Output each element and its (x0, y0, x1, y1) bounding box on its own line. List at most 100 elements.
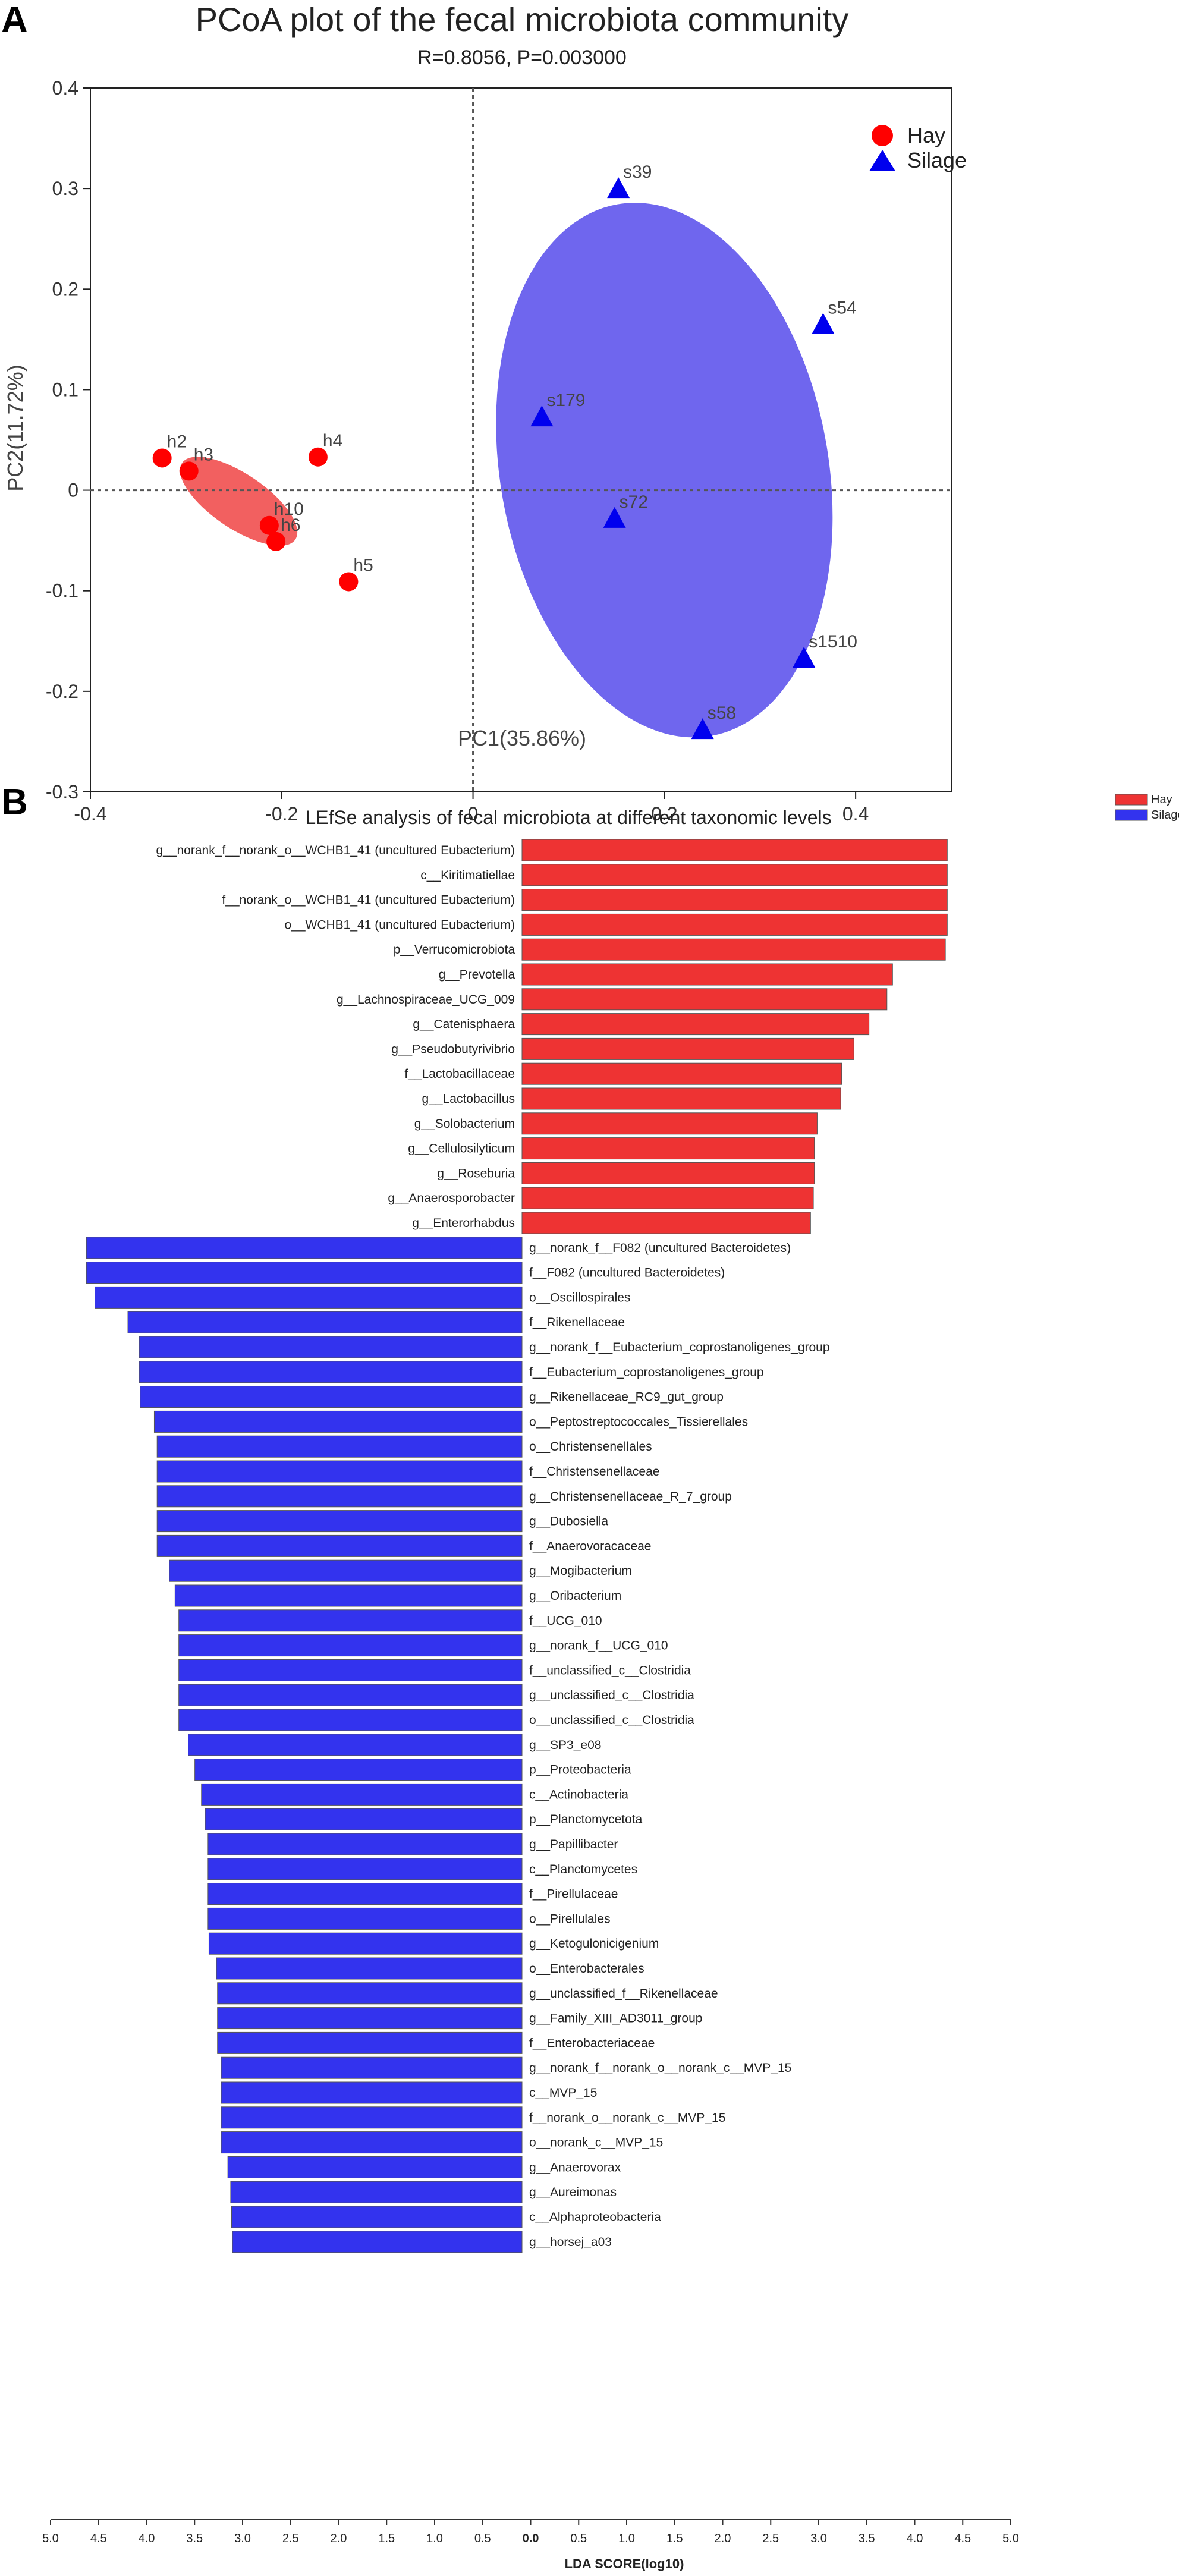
lefse-label-hay: g__Prevotella (439, 968, 515, 982)
lefse-label-hay: f__norank_o__WCHB1_41 (uncultured Eubact… (222, 894, 515, 907)
lefse-label-silage: c__MVP_15 (529, 2086, 597, 2100)
lefse-bar-silage (231, 2206, 523, 2228)
lefse-bar-silage (178, 1709, 523, 1731)
pcoa-x-tick-label: -0.2 (265, 803, 298, 825)
lefse-label-silage: o__norank_c__MVP_15 (529, 2136, 663, 2150)
lefse-bar-silage (205, 1808, 523, 1830)
lefse-label-silage: g__Aureimonas (529, 2185, 617, 2199)
lefse-bar-silage (221, 2081, 523, 2104)
lefse-label-silage: f__Anaerovoracaceae (529, 1539, 651, 1553)
lefse-label-silage: p__Planctomycetota (529, 1813, 643, 1826)
lefse-bar-silage (217, 2007, 523, 2030)
pcoa-point-label-h6: h6 (281, 515, 300, 535)
lefse-bar-silage (217, 2031, 523, 2054)
lefse-label-silage: g__Dubosiella (529, 1515, 608, 1528)
lefse-x-tick-label: 5.0 (42, 2532, 59, 2545)
lefse-bar-hay (521, 1087, 841, 1110)
lefse-label-silage: p__Proteobacteria (529, 1763, 631, 1777)
lefse-bar-silage (140, 1386, 523, 1408)
pcoa-legend: Hay Silage (869, 123, 967, 172)
lefse-x-tick-label: 2.0 (331, 2532, 347, 2545)
pcoa-y-tick-label: -0.2 (46, 681, 78, 702)
lefse-bar-silage (178, 1634, 523, 1657)
pcoa-x-tick-label: 0.4 (842, 803, 869, 825)
pcoa-x-tick-label: 0 (468, 803, 479, 825)
lefse-bar-silage (207, 1858, 523, 1880)
lefse-label-silage: f__F082 (uncultured Bacteroidetes) (529, 1266, 725, 1280)
lefse-bar-hay (521, 1187, 814, 1209)
lefse-bar-silage (207, 1907, 523, 1930)
lefse-label-silage: g__norank_f__norank_o__norank_c__MVP_15 (529, 2061, 791, 2075)
pcoa-point-label-s54: s54 (828, 298, 856, 317)
lefse-label-silage: f__Eubacterium_coprostanoligenes_group (529, 1366, 764, 1379)
pcoa-y-tick-label: 0.3 (52, 178, 78, 199)
lefse-bar-hay (521, 938, 946, 961)
lefse-label-silage: o__Peptostreptococcales_Tissierellales (529, 1415, 748, 1429)
lefse-label-silage: o__Enterobacterales (529, 1962, 644, 1976)
lefse-x-tick-label: 4.0 (907, 2532, 923, 2545)
pcoa-x-tick-label: -0.4 (74, 803, 106, 825)
lefse-bar-silage (153, 1410, 523, 1433)
lefse-label-silage: g__norank_f__F082 (uncultured Bacteroide… (529, 1241, 791, 1255)
lefse-label-hay: g__Solobacterium (414, 1117, 515, 1131)
lefse-bar-silage (194, 1759, 523, 1781)
lefse-x-tick-label: 1.0 (426, 2532, 443, 2545)
lefse-x-tick-label: 0.0 (523, 2532, 539, 2545)
pcoa-point-label-h4: h4 (323, 431, 342, 451)
pcoa-y-tick-label: -0.3 (46, 781, 78, 803)
lefse-label-silage: o__unclassified_c__Clostridia (529, 1713, 694, 1727)
lefse-label-silage: g__Oribacterium (529, 1589, 621, 1603)
pcoa-point-s39 (607, 177, 630, 199)
lefse-label-hay: g__Enterorhabdus (412, 1216, 515, 1230)
lefse-bar-silage (178, 1609, 523, 1632)
lefse-label-hay: o__WCHB1_41 (uncultured Eubacterium) (284, 918, 515, 932)
lefse-bar-hay (521, 1212, 811, 1234)
lefse-bar-silage (156, 1485, 523, 1508)
lefse-x-tick-label: 0.5 (570, 2532, 587, 2545)
lefse-label-hay: g__Catenisphaera (413, 1018, 515, 1031)
lefse-title: LEfSe analysis of fecal microbiota at di… (305, 807, 831, 828)
lefse-x-tick-label: 1.5 (378, 2532, 395, 2545)
pcoa-y-tick-label: 0.4 (52, 77, 78, 99)
lefse-bar-hay (521, 864, 948, 886)
lefse-label-silage: g__unclassified_c__Clostridia (529, 1688, 694, 1702)
lefse-label-hay: g__Pseudobutyrivibrio (391, 1042, 515, 1056)
lefse-x-tick-label: 2.0 (715, 2532, 731, 2545)
lefse-x-axis-label: LDA SCORE(log10) (565, 2556, 684, 2571)
lefse-label-silage: f__Rikenellaceae (529, 1316, 625, 1329)
lefse-label-hay: g__Roseburia (437, 1166, 515, 1180)
lefse-x-tick-label: 3.5 (186, 2532, 203, 2545)
lefse-bar-silage (178, 1684, 523, 1706)
lefse-bar-hay (521, 889, 948, 911)
pcoa-point-label-s58: s58 (708, 703, 736, 723)
lefse-label-silage: g__Family_XIII_AD3011_group (529, 2012, 702, 2025)
pcoa-subtitle: R=0.8056, P=0.003000 (417, 46, 627, 69)
pcoa-point-h6 (266, 531, 286, 551)
lefse-label-hay: g__Anaerosporobacter (388, 1191, 515, 1205)
lefse-x-tick-label: 4.5 (954, 2532, 971, 2545)
legend-hay-text: Hay (1151, 793, 1172, 806)
lefse-bar-silage (207, 1883, 523, 1905)
lefse-label-silage: g__norank_f__Eubacterium_coprostanoligen… (529, 1341, 830, 1354)
pcoa-point-s58 (691, 718, 714, 740)
pcoa-point-h2 (152, 448, 172, 468)
lefse-bar-hay (521, 839, 948, 861)
lefse-label-silage: f__Enterobacteriaceae (529, 2036, 655, 2050)
legend-hay-swatch (1115, 794, 1148, 806)
lefse-label-silage: f__Pirellulaceae (529, 1888, 618, 1901)
lefse-bar-silage (221, 2131, 523, 2154)
lefse-label-silage: g__norank_f__UCG_010 (529, 1639, 668, 1653)
pcoa-y-tick-label: 0.2 (52, 278, 78, 300)
lefse-bar-silage (201, 1783, 523, 1806)
pcoa-point-h5 (339, 572, 359, 592)
pcoa-point-h4 (308, 447, 328, 467)
lefse-bar-silage (208, 1932, 523, 1955)
lefse-label-silage: g__Christensenellaceae_R_7_group (529, 1490, 732, 1504)
lefse-label-silage: o__Oscillospirales (529, 1291, 630, 1304)
lefse-bar-silage (139, 1336, 523, 1358)
lefse-label-hay: f__Lactobacillaceae (404, 1067, 515, 1081)
pcoa-point-label-h5: h5 (353, 555, 373, 575)
legend-silage-marker (869, 150, 895, 171)
lefse-bar-silage (86, 1237, 523, 1259)
lefse-x-tick-label: 3.0 (810, 2532, 827, 2545)
